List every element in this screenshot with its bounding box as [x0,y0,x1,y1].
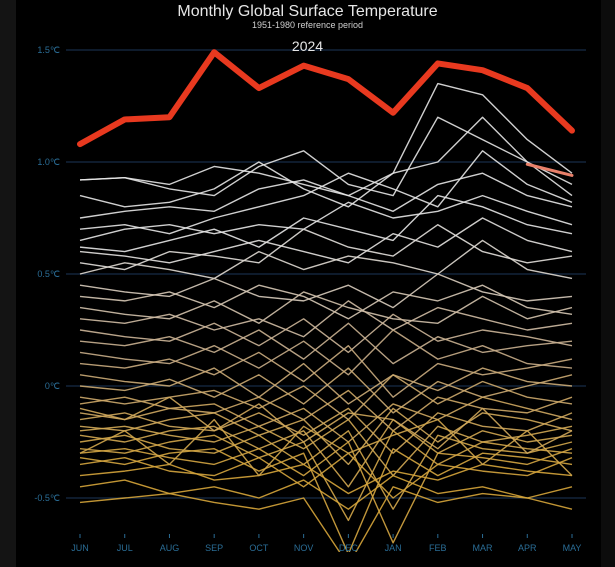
year-line [79,448,573,552]
highlight-2024-line [77,49,575,148]
year-line [79,418,573,477]
year-line [79,194,573,253]
year-line [79,474,573,510]
year-line [79,284,573,320]
year-line [79,407,573,466]
year-line [79,396,573,454]
year-line [79,418,573,477]
x-tick-label: JUL [117,543,133,553]
x-tick-label: FEB [429,543,447,553]
year-line [79,172,573,219]
year-line [79,82,573,197]
chart-subtitle: 1951-1980 reference period [251,20,364,30]
year-line [79,291,573,324]
x-tick-label: SEP [205,543,223,553]
year-line [79,217,573,264]
year-line [79,374,573,421]
year-line [79,116,573,208]
chart-title: Monthly Global Surface Temperature [177,3,438,20]
x-tick-label: OCT [249,543,269,553]
year-line [79,389,573,432]
year-line [79,194,573,242]
year-line [79,116,573,197]
year-line [79,362,573,405]
y-tick-label: 1.0℃ [37,157,60,167]
year-line [79,224,573,271]
year-line [79,407,573,454]
x-tick-label: MAY [563,543,582,553]
y-tick-label: 1.5℃ [37,45,60,55]
y-tick-label: -0.5℃ [34,493,60,503]
year-line [79,430,573,510]
year-line [79,322,573,365]
x-tick-label: DEC [339,543,359,553]
previous-year-line [525,162,574,177]
year-line [79,452,573,499]
year-line [79,396,573,443]
year-line [79,273,573,309]
year-line [79,430,573,522]
year-line [79,367,573,414]
x-tick-label: JUN [71,543,89,553]
y-tick-label: 0.5℃ [37,269,60,279]
left-border [0,0,16,567]
year-line [79,344,573,398]
x-tick-label: NOV [294,543,314,553]
right-border [601,0,615,567]
year-line [79,329,573,376]
x-tick-label: JAN [385,543,402,553]
year-line [79,486,573,552]
highlight-year-label: 2024 [291,38,324,54]
y-tick-label: 0℃ [45,381,60,391]
year-line [79,463,573,495]
x-tick-label: APR [518,543,537,553]
year-line [79,150,573,235]
x-tick-label: MAR [473,543,494,553]
year-line [79,300,573,338]
year-line [79,239,573,280]
year-line [79,313,573,354]
x-tick-label: AUG [160,543,180,553]
